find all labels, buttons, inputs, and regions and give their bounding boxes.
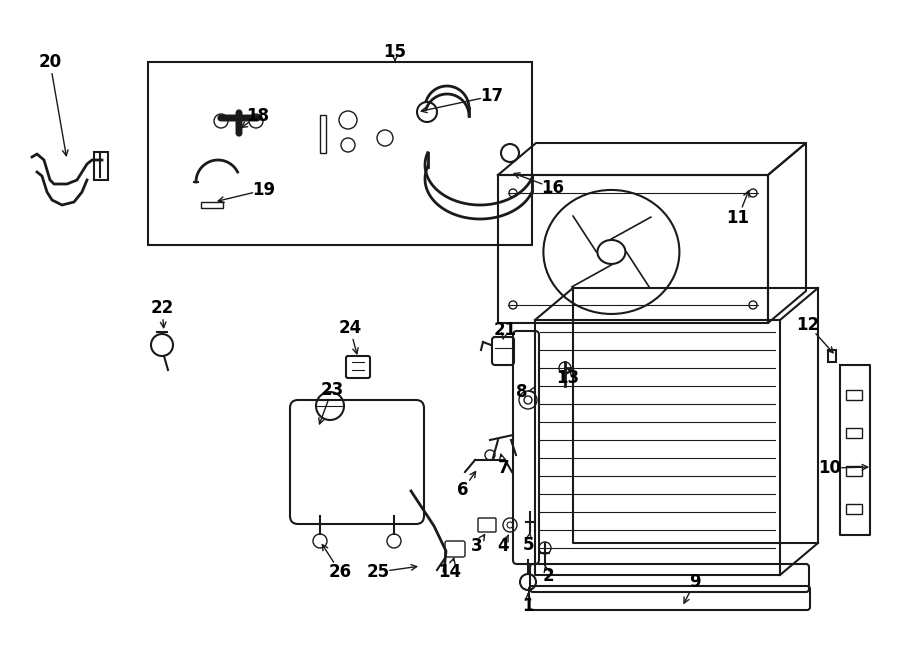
Text: 20: 20 xyxy=(39,53,61,71)
Text: 12: 12 xyxy=(796,316,820,334)
Text: 4: 4 xyxy=(497,537,508,555)
Bar xyxy=(846,428,862,438)
Text: 25: 25 xyxy=(366,563,390,581)
Text: 13: 13 xyxy=(556,369,580,387)
Bar xyxy=(846,390,862,400)
Bar xyxy=(846,504,862,514)
Bar xyxy=(201,202,223,208)
Bar xyxy=(94,152,108,180)
Text: 18: 18 xyxy=(247,107,269,125)
Text: 8: 8 xyxy=(517,383,527,401)
Text: 11: 11 xyxy=(726,209,750,227)
Text: 16: 16 xyxy=(542,179,564,197)
Bar xyxy=(320,115,326,153)
Text: 15: 15 xyxy=(383,43,407,61)
Text: 21: 21 xyxy=(493,321,517,339)
Text: 7: 7 xyxy=(499,459,509,477)
Text: 10: 10 xyxy=(818,459,842,477)
Text: 2: 2 xyxy=(542,567,554,585)
Text: 17: 17 xyxy=(481,87,504,105)
Text: 23: 23 xyxy=(320,381,344,399)
Text: 24: 24 xyxy=(338,319,362,337)
Text: 6: 6 xyxy=(457,481,469,499)
Text: 9: 9 xyxy=(689,573,701,591)
Text: 3: 3 xyxy=(472,537,482,555)
Text: 14: 14 xyxy=(438,563,462,581)
Text: 22: 22 xyxy=(150,299,174,317)
Bar xyxy=(148,62,532,245)
Text: 26: 26 xyxy=(328,563,352,581)
Text: 1: 1 xyxy=(522,597,534,615)
Bar xyxy=(828,350,836,362)
Bar xyxy=(846,466,862,476)
Text: 5: 5 xyxy=(522,536,534,554)
Text: 19: 19 xyxy=(252,181,275,199)
